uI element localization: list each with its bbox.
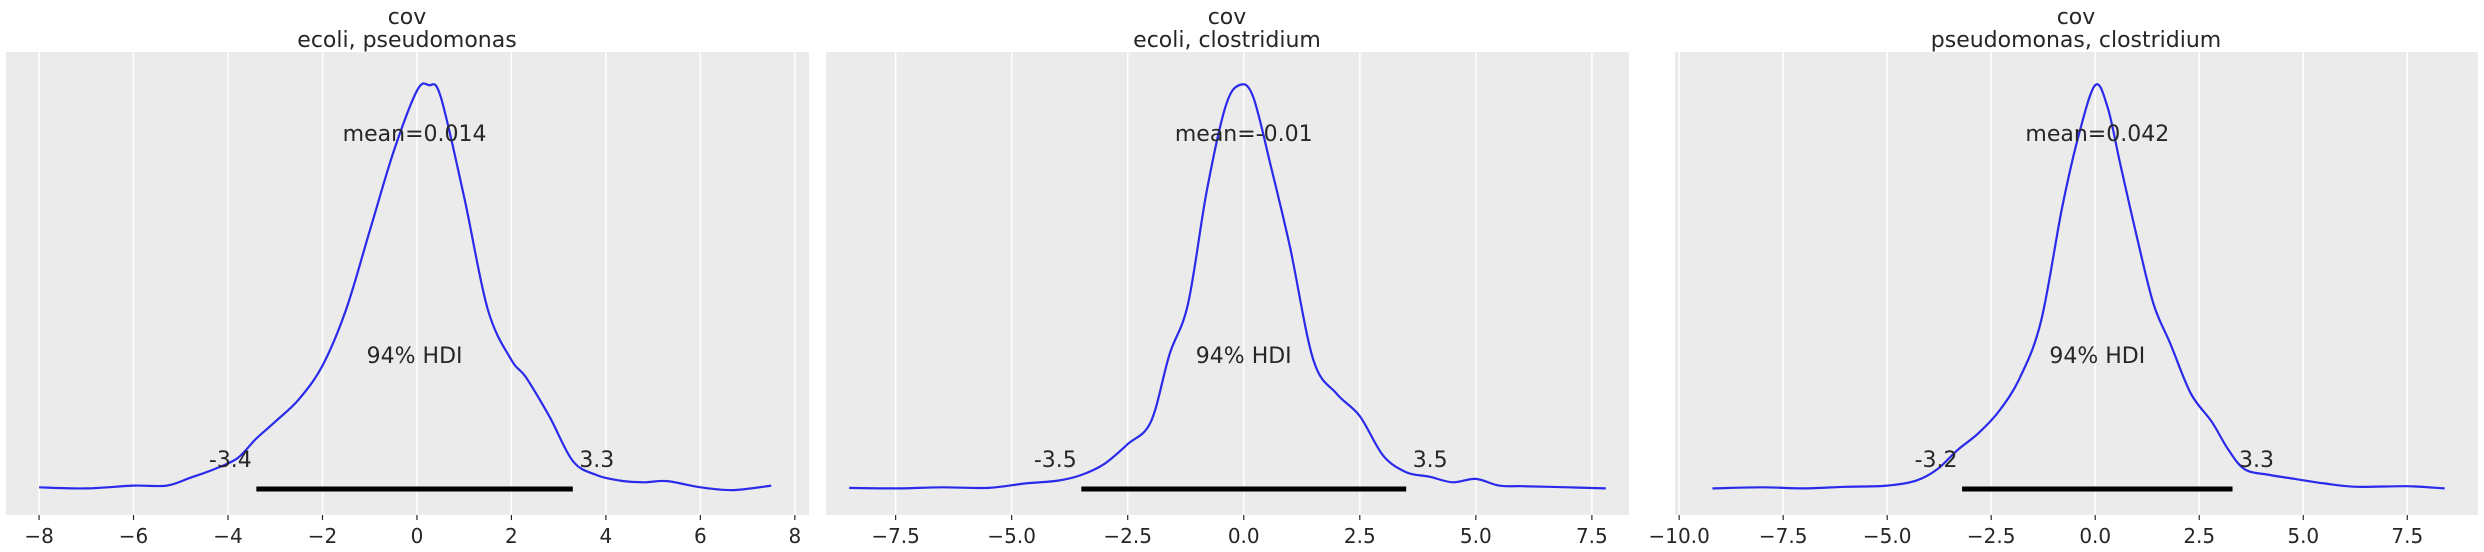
hdi-low-label: -3.4 [209,448,252,473]
x-tick-label: 0 [411,524,424,548]
x-tick-label: 2.5 [2183,524,2215,548]
panel-title-line1: cov [388,5,427,30]
panel-title-line2: ecoli, pseudomonas [297,28,516,53]
panel-title-line1: cov [1208,5,1247,30]
hdi-label: 94% HDI [1196,344,1292,369]
x-axis-ticks: −7.5 −5.0 −2.5 0.0 2.5 5.0 7.5 [871,515,1608,548]
x-axis-ticks: −10.0 −7.5 −5.0 −2.5 0.0 2.5 5.0 7.5 [1649,515,2423,548]
panel-title-line2: pseudomonas, clostridium [1931,28,2221,53]
grid [894,52,1593,515]
x-tick-label: −6 [119,524,148,548]
kde-curve-group [1712,83,2445,490]
grid [1678,52,2409,515]
x-tick-label: −2 [308,524,337,548]
x-tick-label: 5.0 [1460,524,1492,548]
hdi-high-label: 3.3 [2239,448,2274,473]
kde-curve-group [39,82,772,492]
x-tick-label: 8 [788,524,801,548]
panel-ecoli-clostridium: cov ecoli, clostridium mean=-0.01 94% HD… [826,5,1629,548]
x-axis-ticks: −8 −6 −4 −2 0 2 4 6 8 [24,515,801,548]
axes-background [1675,52,2478,515]
axes-background [6,52,809,515]
mean-label: mean=0.014 [343,122,487,147]
x-tick-label: −4 [213,524,242,548]
mean-label: mean=0.042 [2025,122,2169,147]
hdi-label: 94% HDI [367,344,463,369]
x-tick-label: −2.5 [1103,524,1152,548]
x-tick-label: −7.5 [871,524,920,548]
x-tick-label: 7.5 [2391,524,2423,548]
x-tick-label: 0.0 [1228,524,1260,548]
kde-curve [39,82,772,492]
x-tick-label: 7.5 [1576,524,1608,548]
x-tick-label: −10.0 [1649,524,1710,548]
x-tick-label: 4 [600,524,613,548]
panel-ecoli-pseudomonas: cov ecoli, pseudomonas mean=0.014 94% HD… [6,5,809,548]
panel-title-line2: ecoli, clostridium [1133,28,1321,53]
x-tick-label: 6 [694,524,707,548]
x-tick-label: −5.0 [1863,524,1912,548]
x-tick-label: −7.5 [1759,524,1808,548]
x-tick-label: −8 [24,524,53,548]
panel-pseudomonas-clostridium: cov pseudomonas, clostridium mean=0.042 … [1649,5,2478,548]
x-tick-label: 2.5 [1344,524,1376,548]
hdi-low-label: -3.5 [1034,448,1077,473]
kde-curve [849,83,1606,490]
hdi-high-label: 3.3 [579,448,614,473]
x-tick-label: 2 [505,524,518,548]
x-tick-label: −5.0 [987,524,1036,548]
x-tick-label: −2.5 [1967,524,2016,548]
hdi-low-label: -3.2 [1915,448,1958,473]
x-tick-label: 0.0 [2079,524,2111,548]
axes-background [826,52,1629,515]
hdi-label: 94% HDI [2049,344,2145,369]
hdi-high-label: 3.5 [1413,448,1448,473]
kde-curve [1712,83,2445,490]
x-tick-label: 5.0 [2287,524,2319,548]
kde-curve-group [849,83,1606,490]
grid [38,52,796,515]
mean-label: mean=-0.01 [1175,122,1313,147]
panel-title-line1: cov [2057,5,2096,30]
